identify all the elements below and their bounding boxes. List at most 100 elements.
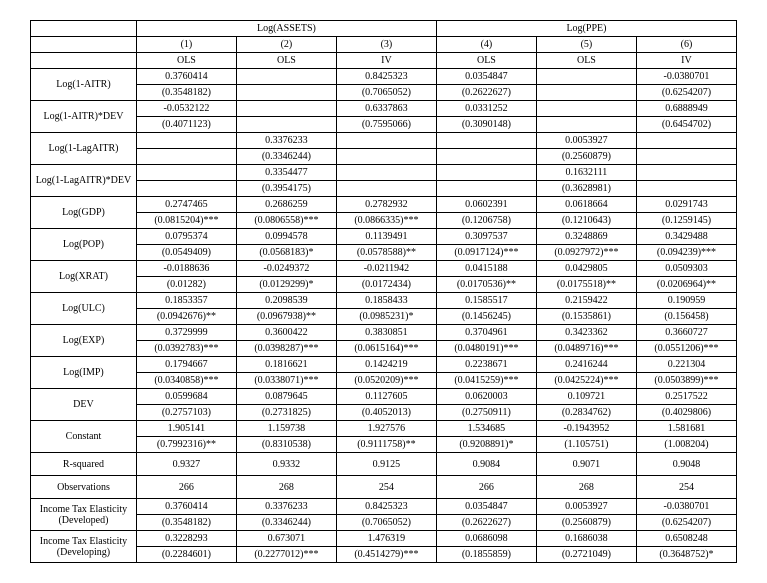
se-cell: (0.2757103) <box>136 405 236 421</box>
coef-cell: 0.1139491 <box>336 229 436 245</box>
se-cell: (0.01282) <box>136 277 236 293</box>
se-cell: (0.2834762) <box>536 405 636 421</box>
var-label: Log(1-AITR)*DEV <box>31 101 137 133</box>
se-cell: (0.1535861) <box>536 309 636 325</box>
elasticity-row: Income Tax Elasticity (Developing)0.3228… <box>31 531 737 547</box>
coef-cell: 1.927576 <box>336 421 436 437</box>
coef-cell: 0.3354477 <box>236 165 336 181</box>
colnum-5: (5) <box>536 37 636 53</box>
se-cell: (0.0398287)*** <box>236 341 336 357</box>
coef-cell: 0.2159422 <box>536 293 636 309</box>
se-cell: (0.4514279)*** <box>336 547 436 563</box>
coef-cell: 0.0620003 <box>436 389 536 405</box>
se-cell: (0.1855859) <box>436 547 536 563</box>
se-cell: (0.3346244) <box>236 515 336 531</box>
colnum-3: (3) <box>336 37 436 53</box>
coef-cell: 0.6337863 <box>336 101 436 117</box>
coef-cell: 1.905141 <box>136 421 236 437</box>
se-cell: (0.0927972)*** <box>536 245 636 261</box>
se-cell <box>136 149 236 165</box>
coef-cell: 0.2416244 <box>536 357 636 373</box>
stat-label: Observations <box>31 476 137 499</box>
coef-cell: 1.581681 <box>636 421 736 437</box>
coef-cell: 0.2686259 <box>236 197 336 213</box>
stat-cell: 266 <box>136 476 236 499</box>
var-row: Log(IMP)0.17946670.18166210.14242190.223… <box>31 357 737 373</box>
se-cell: (0.2750911) <box>436 405 536 421</box>
se-cell <box>636 149 736 165</box>
coef-cell: 0.673071 <box>236 531 336 547</box>
se-cell <box>236 85 336 101</box>
coef-cell: -0.0532122 <box>136 101 236 117</box>
se-cell <box>636 181 736 197</box>
coef-cell: -0.0380701 <box>636 499 736 515</box>
coef-cell: 0.1127605 <box>336 389 436 405</box>
stat-cell: 0.9125 <box>336 453 436 476</box>
coef-cell: 0.1794667 <box>136 357 236 373</box>
stat-cell: 0.9071 <box>536 453 636 476</box>
stat-cell: 254 <box>636 476 736 499</box>
coef-cell: 0.0795374 <box>136 229 236 245</box>
coef-cell: -0.0249372 <box>236 261 336 277</box>
se-cell: (0.3548182) <box>136 85 236 101</box>
coef-cell: 0.0415188 <box>436 261 536 277</box>
coef-cell: 0.3429488 <box>636 229 736 245</box>
stat-cell: 266 <box>436 476 536 499</box>
se-cell: (0.0806558)*** <box>236 213 336 229</box>
coef-cell: 0.0686098 <box>436 531 536 547</box>
var-se-row: (0.0340858)***(0.0338071)***(0.0520209)*… <box>31 373 737 389</box>
elasticity-se-row: (0.3548182)(0.3346244)(0.7065052)(0.2622… <box>31 515 737 531</box>
var-se-row: (0.0942676)**(0.0967938)**(0.0985231)*(0… <box>31 309 737 325</box>
se-cell: (0.1210643) <box>536 213 636 229</box>
var-se-row: (0.3346244)(0.2560879) <box>31 149 737 165</box>
var-row: Log(1-AITR)*DEV-0.05321220.63378630.0331… <box>31 101 737 117</box>
var-row: Log(POP)0.07953740.09945780.11394910.309… <box>31 229 737 245</box>
coef-cell: 0.0053927 <box>536 133 636 149</box>
se-cell: (0.0340858)*** <box>136 373 236 389</box>
se-cell: (0.0392783)*** <box>136 341 236 357</box>
colnum-6: (6) <box>636 37 736 53</box>
se-cell: (0.0942676)** <box>136 309 236 325</box>
var-row: Log(GDP)0.27474650.26862590.27829320.060… <box>31 197 737 213</box>
se-cell: (0.3954175) <box>236 181 336 197</box>
coef-cell: 0.0599684 <box>136 389 236 405</box>
stat-cell: 268 <box>536 476 636 499</box>
coef-cell <box>236 101 336 117</box>
se-cell: (0.0917124)*** <box>436 245 536 261</box>
coef-cell <box>636 133 736 149</box>
coef-cell: 0.2098539 <box>236 293 336 309</box>
elasticity-label: Income Tax Elasticity (Developing) <box>31 531 137 563</box>
coef-cell: 0.0602391 <box>436 197 536 213</box>
se-cell: (0.0172434) <box>336 277 436 293</box>
coef-cell: 0.2747465 <box>136 197 236 213</box>
var-label: Log(XRAT) <box>31 261 137 293</box>
se-cell <box>436 181 536 197</box>
se-cell: (0.0175518)** <box>536 277 636 293</box>
var-row: Log(1-LagAITR)0.33762330.0053927 <box>31 133 737 149</box>
group-header-1: Log(ASSETS) <box>136 21 436 37</box>
se-cell: (0.1206758) <box>436 213 536 229</box>
stat-cell: 0.9332 <box>236 453 336 476</box>
var-label: Log(1-LagAITR) <box>31 133 137 165</box>
coef-cell <box>336 133 436 149</box>
se-cell: (0.2622627) <box>436 85 536 101</box>
var-se-row: (0.4071123)(0.7595066)(0.3090148)(0.6454… <box>31 117 737 133</box>
var-label: Log(ULC) <box>31 293 137 325</box>
var-se-row: (0.0392783)***(0.0398287)***(0.0615164)*… <box>31 341 737 357</box>
se-cell: (0.0866335)*** <box>336 213 436 229</box>
stat-cell: 0.9084 <box>436 453 536 476</box>
se-cell <box>536 85 636 101</box>
coef-cell <box>636 165 736 181</box>
colnum-1: (1) <box>136 37 236 53</box>
se-cell: (0.0967938)** <box>236 309 336 325</box>
se-cell: (0.8310538) <box>236 437 336 453</box>
coef-cell: 0.3660727 <box>636 325 736 341</box>
se-cell: (0.2560879) <box>536 515 636 531</box>
coef-cell: 0.0509303 <box>636 261 736 277</box>
coef-cell: 0.190959 <box>636 293 736 309</box>
coef-cell: 0.1853357 <box>136 293 236 309</box>
coef-cell: -0.0211942 <box>336 261 436 277</box>
se-cell: (0.0129299)* <box>236 277 336 293</box>
coef-cell: 0.1858433 <box>336 293 436 309</box>
coef-cell <box>136 165 236 181</box>
